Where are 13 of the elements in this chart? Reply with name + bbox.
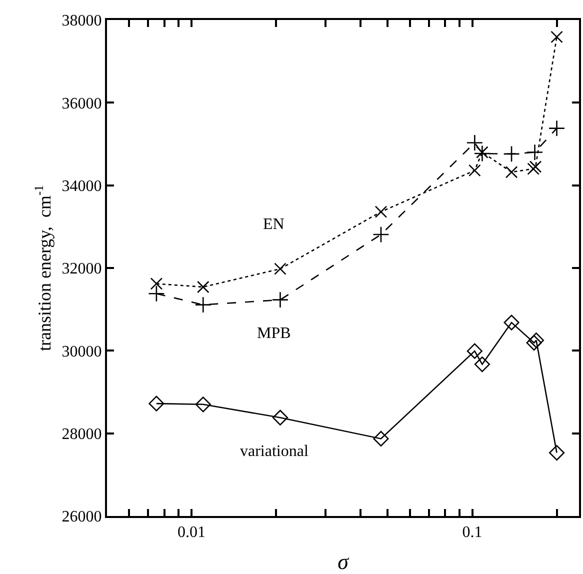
series-label: EN — [263, 216, 285, 233]
x-tick-label: 0.01 — [178, 524, 206, 542]
y-tick-label: 34000 — [62, 178, 102, 195]
series-label: variational — [240, 443, 309, 460]
y-tick-label: 38000 — [62, 12, 102, 30]
x-tick-label: 0.1 — [462, 524, 482, 542]
y-tick-label: 32000 — [62, 260, 102, 278]
y-tick-label: 36000 — [62, 95, 102, 112]
x-axis-title: σ — [338, 549, 350, 574]
y-tick-label: 26000 — [62, 508, 102, 526]
y-tick-label: 28000 — [62, 426, 102, 443]
y-tick-label: 30000 — [62, 343, 102, 360]
series-label: MPB — [257, 325, 291, 342]
